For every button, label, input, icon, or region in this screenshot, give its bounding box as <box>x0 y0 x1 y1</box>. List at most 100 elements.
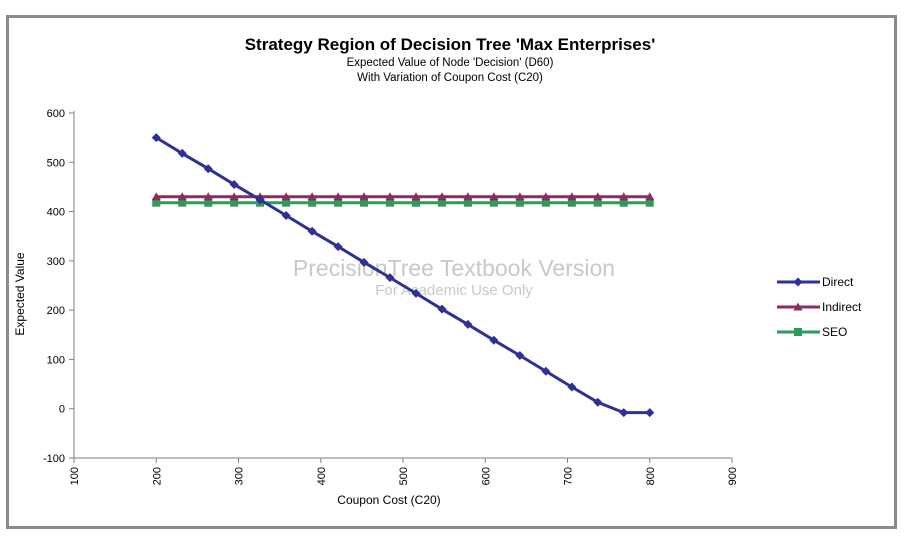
series-direct-point <box>567 382 577 392</box>
series-direct-point <box>385 273 395 283</box>
y-tick-label: 200 <box>47 305 65 317</box>
series-indirect-point <box>333 192 343 201</box>
series-indirect-point <box>177 192 187 201</box>
series-seo-point <box>334 198 343 207</box>
series-direct-point <box>489 335 499 345</box>
series-indirect-point <box>541 192 551 201</box>
series-indirect-point <box>151 192 161 201</box>
watermark-line-1: PrecisionTree Textbook Version <box>293 255 615 281</box>
series-direct-point <box>281 211 291 221</box>
series-seo-point <box>411 198 420 207</box>
series-direct-point <box>359 257 369 267</box>
series-seo-point <box>152 198 161 207</box>
series-indirect-point <box>593 192 603 201</box>
legend-marker-seo <box>794 328 802 336</box>
legend-marker-direct <box>793 277 803 287</box>
series-direct-point <box>541 366 551 376</box>
series-direct-point <box>177 148 187 158</box>
series-indirect <box>151 192 655 201</box>
series-seo-point <box>541 198 550 207</box>
series-seo-point <box>230 198 239 207</box>
y-tick-label: 400 <box>47 207 65 219</box>
series-direct <box>151 133 655 418</box>
legend-label-seo: SEO <box>822 325 847 339</box>
series-direct-line <box>155 136 650 415</box>
series-seo-point <box>204 198 213 207</box>
series-seo-point <box>386 198 395 207</box>
series-indirect-point <box>619 192 629 201</box>
legend-item-direct: Direct <box>777 275 854 289</box>
series-seo-point <box>593 198 602 207</box>
series-indirect-point <box>229 192 239 201</box>
series-direct-point <box>151 133 161 143</box>
series-seo-point <box>645 198 654 207</box>
series-direct-point <box>515 350 525 360</box>
series-indirect-point <box>359 192 369 201</box>
x-tick-label: 100 <box>69 467 81 485</box>
x-tick-label: 800 <box>645 467 657 485</box>
series-group <box>151 133 655 418</box>
series-indirect-point <box>463 192 473 201</box>
series-direct-point <box>203 164 213 174</box>
series-seo-point <box>282 198 291 207</box>
series-direct-point <box>619 408 629 418</box>
y-tick-label: 100 <box>47 354 65 366</box>
series-indirect-point <box>567 192 577 201</box>
y-tick-label: 500 <box>47 157 65 169</box>
x-axis-label: Coupon Cost (C20) <box>337 493 440 507</box>
series-indirect-point <box>411 192 421 201</box>
x-tick-label: 600 <box>480 467 492 485</box>
legend-label-indirect: Indirect <box>822 300 862 314</box>
legend-marker-indirect <box>793 302 803 311</box>
x-tick-label: 200 <box>151 467 163 485</box>
series-direct-point <box>307 226 317 236</box>
series-direct-point <box>645 408 655 418</box>
series-seo <box>152 198 654 207</box>
y-tick-label: 300 <box>47 256 65 268</box>
series-seo-point <box>489 198 498 207</box>
chart-subtitle-2: With Variation of Coupon Cost (C20) <box>357 72 543 84</box>
x-tick-label: 700 <box>563 467 575 485</box>
chart-subtitle-1: Expected Value of Node 'Decision' (D60) <box>347 57 554 69</box>
chart-title: Strategy Region of Decision Tree 'Max En… <box>245 35 656 54</box>
series-direct-point <box>411 288 421 298</box>
series-direct-point <box>437 304 447 314</box>
axes: -100 0 100 200 300 400 500 600 100 200 300 400 500 60… <box>43 108 739 485</box>
legend-item-indirect: Indirect <box>777 300 862 314</box>
series-direct-point <box>593 397 603 407</box>
series-seo-point <box>515 198 524 207</box>
series-indirect-point <box>203 192 213 201</box>
chart-frame: Strategy Region of Decision Tree 'Max En… <box>6 15 897 529</box>
y-axis-label: Expected Value <box>13 252 27 335</box>
series-direct-point <box>463 319 473 329</box>
series-seo-point <box>619 198 628 207</box>
series-indirect-point <box>645 192 655 201</box>
series-indirect-point <box>281 192 291 201</box>
x-tick-label: 500 <box>398 467 410 485</box>
series-seo-point <box>567 198 576 207</box>
legend-label-direct: Direct <box>822 275 854 289</box>
series-indirect-point <box>489 192 499 201</box>
series-seo-point <box>360 198 369 207</box>
series-seo-point <box>437 198 446 207</box>
series-direct-point <box>229 179 239 189</box>
series-indirect-point <box>437 192 447 201</box>
y-tick-label: 600 <box>47 108 65 120</box>
series-indirect-point <box>385 192 395 201</box>
x-tick-label: 900 <box>727 467 739 485</box>
watermark: PrecisionTree Textbook Version For Acade… <box>293 255 615 299</box>
series-seo-point <box>463 198 472 207</box>
x-tick-label: 400 <box>316 467 328 485</box>
series-direct-point <box>255 195 265 205</box>
series-indirect-point <box>515 192 525 201</box>
chart-svg: Strategy Region of Decision Tree 'Max En… <box>13 35 862 507</box>
y-tick-label: -100 <box>43 453 65 465</box>
series-seo-point <box>308 198 317 207</box>
x-tick-label: 300 <box>234 467 246 485</box>
series-indirect-point <box>307 192 317 201</box>
y-tick-label: 0 <box>59 404 65 416</box>
series-seo-point <box>178 198 187 207</box>
legend-item-seo: SEO <box>777 325 847 339</box>
series-direct-point <box>333 242 343 252</box>
legend: Direct Indirect SEO <box>777 275 862 339</box>
